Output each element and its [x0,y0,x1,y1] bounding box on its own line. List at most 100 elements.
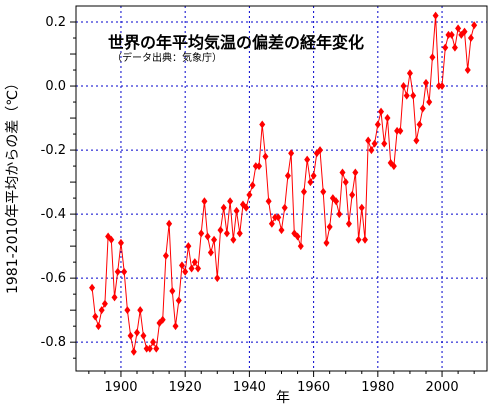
data-point [175,296,182,305]
data-point [394,126,401,135]
data-point [458,30,465,39]
y-tick-label: 0.0 [45,79,66,94]
data-point [471,21,478,30]
data-point [426,98,433,107]
data-point [455,24,462,33]
data-point [365,136,372,145]
data-point [342,178,349,187]
data-point [278,226,285,235]
y-tick-label: -0.2 [41,143,66,158]
data-point [207,248,214,257]
data-point [178,261,185,270]
data-point [464,66,471,75]
data-point [381,139,388,148]
data-point [397,126,404,135]
x-tick-label: 1960 [297,380,330,395]
data-point [297,242,304,251]
data-point [137,306,144,315]
data-point [121,267,128,276]
data-point [268,219,275,228]
data-point [361,235,368,244]
data-point [162,251,169,260]
data-point [304,155,311,164]
y-tick-label: -0.8 [41,335,66,350]
data-point [117,238,124,247]
data-point [143,344,150,353]
data-point [406,69,413,78]
data-point [140,331,147,340]
data-point [284,171,291,180]
data-point [368,146,375,155]
data-point [146,344,153,353]
data-point [127,331,134,340]
data-point [188,264,195,273]
data-point [326,222,333,231]
data-point [243,203,250,212]
data-point [410,91,417,100]
data-point [300,187,307,196]
data-point [246,190,253,199]
x-tick-label: 2000 [426,380,459,395]
data-point [214,274,221,283]
data-point [211,235,218,244]
data-point [204,232,211,241]
y-tick-label: -0.4 [41,207,66,222]
x-tick-label: 1940 [233,380,266,395]
data-point [227,197,234,206]
chart-title: 世界の年平均気温の偏差の経年変化 [108,33,364,52]
data-point [114,267,121,276]
data-point [223,229,230,238]
data-point [371,139,378,148]
y-axis-ticks: -0.8 -0.6 -0.4 -0.2 0.0 0.2 [41,15,76,359]
data-point [435,82,442,91]
x-tick-label: 1980 [361,380,394,395]
data-point [166,219,173,228]
y-tick-label: -0.6 [41,271,66,286]
data-point [172,322,179,331]
y-tick-label: 0.2 [45,15,66,30]
data-point [217,226,224,235]
data-point [236,229,243,238]
data-point [101,299,108,308]
data-point [233,206,240,215]
data-point [185,242,192,251]
data-point [378,107,385,116]
data-point [400,82,407,91]
data-point [467,34,474,43]
data-point [272,213,279,222]
data-point [249,181,256,190]
data-point [413,136,420,145]
data-point [182,267,189,276]
data-point [198,229,205,238]
data-point [439,82,446,91]
data-point [111,293,118,302]
x-tick-label: 1900 [104,380,137,395]
data-point [355,235,362,244]
data-point [201,197,208,206]
gridlines [76,6,487,371]
data-point [374,120,381,129]
data-point [89,283,96,292]
data-point [448,30,455,39]
data-point [442,43,449,52]
data-series [89,11,478,356]
data-point [124,306,131,315]
data-point [153,344,160,353]
data-point [339,168,346,177]
data-point [191,258,198,267]
data-point [220,203,227,212]
data-point [310,171,317,180]
data-point [345,219,352,228]
y-axis-label: 1981-2010年平均からの差（℃） [5,76,21,294]
data-point [317,146,324,155]
data-point [95,322,102,331]
data-point [92,312,99,321]
data-point [265,197,272,206]
data-point [195,264,202,273]
data-point [259,120,266,129]
data-point [98,306,105,315]
data-point [416,120,423,129]
data-point [130,347,137,356]
data-point [230,235,237,244]
